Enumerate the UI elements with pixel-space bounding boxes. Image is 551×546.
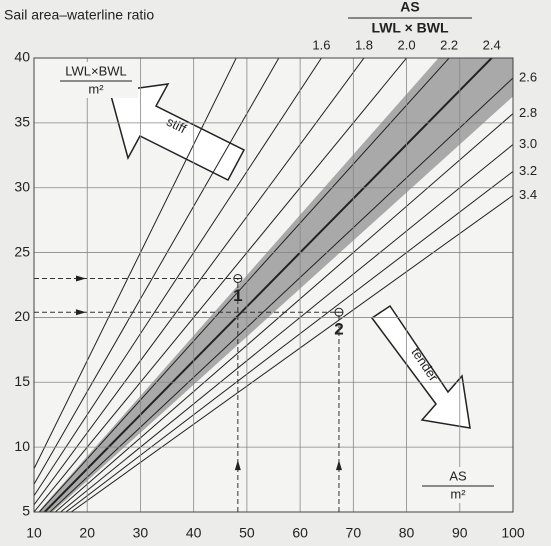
guide-arrow: [76, 309, 86, 316]
guide-arrow: [234, 460, 241, 471]
unit-label-bottom: m²: [450, 486, 466, 501]
ratio-label: 2.0: [398, 37, 416, 52]
ratio-line: [59, 144, 513, 512]
ratio-line: [43, 58, 494, 512]
y-tick-label: 20: [14, 308, 30, 324]
x-tick-label: 20: [79, 525, 95, 541]
unit-label-bottom: m²: [88, 81, 104, 96]
ratio-label: 3.4: [519, 187, 537, 202]
x-tick-label: 70: [346, 525, 362, 541]
ratio-line: [34, 58, 280, 485]
y-tick-label: 35: [14, 114, 30, 130]
point-label: 2: [334, 320, 343, 339]
y-tick-label: 30: [14, 178, 30, 194]
y-tick-label: 5: [22, 503, 30, 519]
ratio-label: 1.6: [312, 37, 330, 52]
x-tick-label: 100: [501, 525, 525, 541]
x-tick-label: 60: [292, 525, 308, 541]
y-tick-label: 25: [14, 243, 30, 259]
arrows: stiff tender: [109, 83, 471, 429]
guide-arrow: [76, 275, 86, 282]
ratio-line: [34, 58, 408, 512]
x-tick-label: 30: [133, 525, 149, 541]
ratio-label: 2.4: [483, 37, 501, 52]
unit-label-top: LWL×BWL: [65, 63, 127, 78]
x-tick-label: 10: [26, 525, 42, 541]
plot-frame: [33, 57, 514, 513]
plot-lines: [34, 58, 513, 512]
x-tick-label: 40: [186, 525, 202, 541]
y-tick-label: 10: [14, 438, 30, 454]
unit-bg: [416, 467, 500, 503]
ratio-line: [65, 171, 513, 512]
ratio-line: [34, 58, 322, 497]
stiff-arrow: [109, 83, 246, 181]
unit-label-top: AS: [449, 468, 467, 483]
ratio-label: 1.8: [355, 37, 373, 52]
ratio-label: 2.6: [519, 69, 537, 84]
point-label: 1: [233, 286, 242, 305]
ratio-label: 2.8: [519, 105, 537, 120]
ratio-label: 2.2: [440, 37, 458, 52]
ratio-line: [49, 77, 513, 512]
ratio-label: 3.0: [519, 136, 537, 151]
y-tick-label: 40: [14, 49, 30, 65]
x-tick-label: 90: [452, 525, 468, 541]
tender-arrow: [370, 304, 471, 429]
ratio-line: [34, 58, 237, 469]
ratio-line: [34, 58, 365, 506]
ratio-label-top: AS: [400, 0, 419, 15]
ratio-line: [54, 113, 513, 512]
ratio-label-bottom: LWL × BWL: [371, 20, 449, 36]
unit-bg: [54, 62, 138, 98]
y-tick-label: 15: [14, 373, 30, 389]
ratio-label: 3.2: [519, 163, 537, 178]
x-tick-label: 80: [399, 525, 415, 541]
chart-title: Sail area–waterline ratio: [4, 7, 154, 23]
guide-arrow: [335, 460, 342, 471]
x-tick-label: 50: [239, 525, 255, 541]
